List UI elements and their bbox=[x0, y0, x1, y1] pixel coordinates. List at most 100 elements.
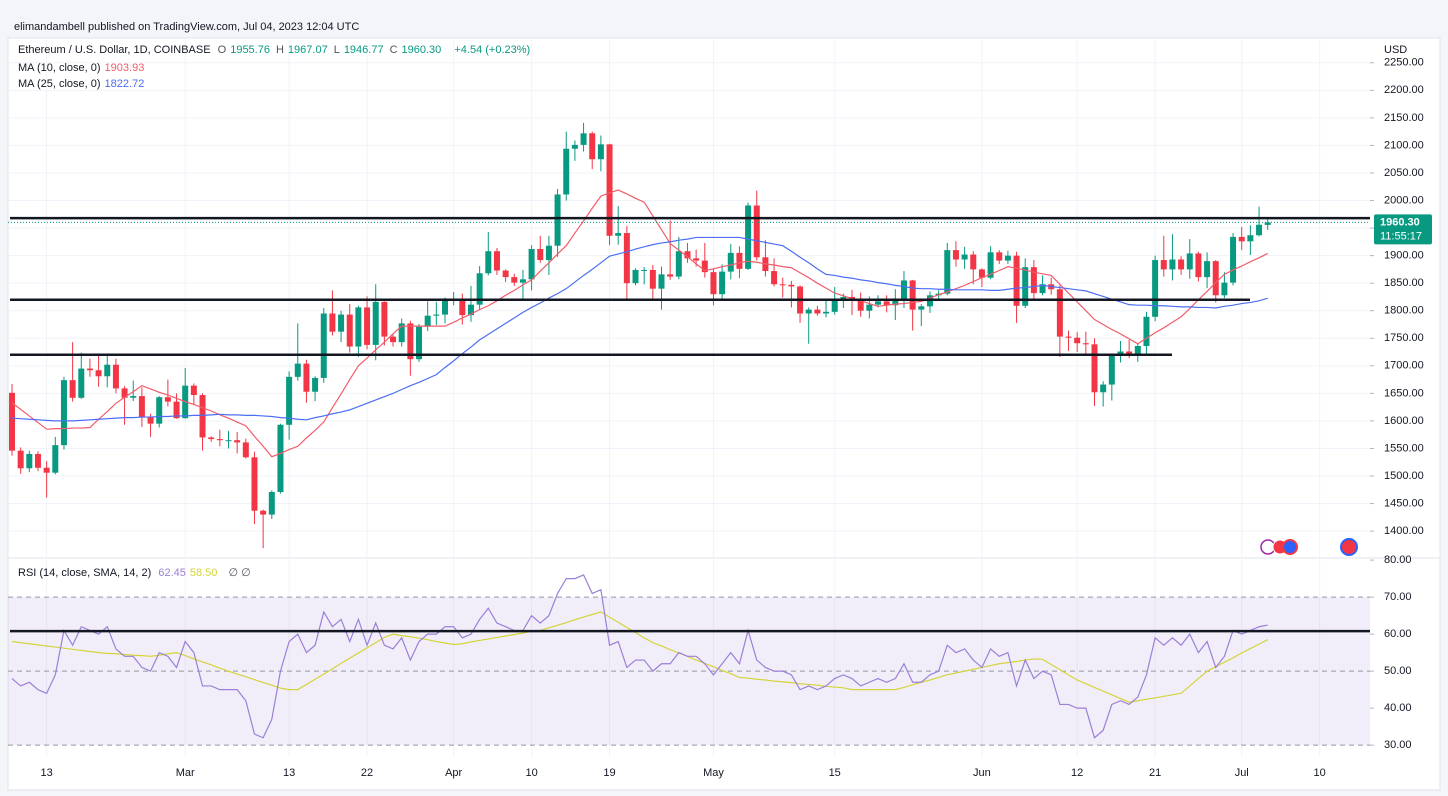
candle-body bbox=[918, 306, 925, 310]
event-icon[interactable] bbox=[1282, 539, 1298, 555]
ohlc-key: L bbox=[333, 44, 340, 56]
candle-body bbox=[442, 299, 448, 315]
candle-body bbox=[381, 301, 388, 337]
candle-body bbox=[1065, 336, 1072, 338]
candle-body bbox=[407, 323, 414, 360]
candle-body bbox=[234, 440, 241, 443]
candle-body bbox=[1160, 260, 1167, 270]
candle-body bbox=[788, 284, 795, 287]
y-tick-label: 2100.00 bbox=[1384, 139, 1424, 151]
candle-body bbox=[857, 299, 864, 311]
x-tick-label: 19 bbox=[603, 767, 615, 779]
candle-body bbox=[840, 296, 847, 300]
candle-body bbox=[485, 251, 492, 274]
x-tick-label: Apr bbox=[445, 767, 462, 779]
candle-body bbox=[1134, 345, 1141, 356]
event-icon[interactable] bbox=[1340, 538, 1358, 556]
candle-body bbox=[1091, 344, 1098, 393]
ohlc-value: 1955.76 bbox=[230, 44, 270, 56]
candle-body bbox=[580, 133, 587, 145]
rsi-value: 62.45 bbox=[158, 567, 186, 579]
ohlc-key: H bbox=[275, 44, 284, 56]
x-tick-label: Mar bbox=[176, 767, 195, 779]
candle-body bbox=[519, 279, 526, 283]
candle-body bbox=[892, 300, 899, 306]
y-tick-label: 2150.00 bbox=[1384, 112, 1424, 124]
candle-body bbox=[1126, 351, 1133, 356]
candle-body bbox=[156, 397, 163, 424]
candle-body bbox=[641, 269, 648, 271]
ohlc-values: O 1955.76 H 1967.07 L 1946.77 C 1960.30 bbox=[218, 44, 448, 56]
candle-body bbox=[961, 254, 968, 260]
series-line bbox=[11, 574, 1268, 739]
candle-body bbox=[303, 363, 310, 392]
candle-body bbox=[493, 251, 500, 271]
candle-body bbox=[883, 301, 890, 306]
candle-body bbox=[658, 274, 665, 289]
x-tick-label: 22 bbox=[361, 767, 373, 779]
candle-body bbox=[251, 457, 258, 511]
ma-value: 1822.72 bbox=[104, 78, 145, 90]
candle-body bbox=[320, 313, 327, 378]
candle-body bbox=[996, 252, 1003, 261]
candle-body bbox=[745, 205, 752, 269]
candle-body bbox=[17, 450, 24, 469]
candle-body bbox=[1082, 343, 1089, 345]
candle-body bbox=[173, 401, 180, 419]
ohlc-value: 1960.30 bbox=[401, 44, 442, 56]
candle-body bbox=[467, 304, 474, 316]
candle-body bbox=[1186, 253, 1193, 270]
candle-body bbox=[675, 251, 682, 277]
candle-body bbox=[95, 370, 102, 377]
candle-body bbox=[459, 298, 466, 316]
x-tick-label: 12 bbox=[1071, 767, 1083, 779]
y-tick-label: 1650.00 bbox=[1384, 387, 1424, 399]
candle-body bbox=[563, 148, 570, 195]
candle-body bbox=[52, 445, 59, 473]
series-line bbox=[11, 236, 1268, 422]
candle-body bbox=[260, 510, 267, 515]
candle-body bbox=[1143, 316, 1150, 346]
ma-value: 1903.93 bbox=[104, 62, 145, 74]
candle-body bbox=[190, 385, 197, 396]
candle-body bbox=[900, 280, 907, 301]
candle-body bbox=[736, 252, 743, 269]
candle-body bbox=[1022, 267, 1029, 306]
candle-body bbox=[597, 144, 604, 160]
y-tick-label: 1500.00 bbox=[1384, 470, 1424, 482]
symbol-title: Ethereum / U.S. Dollar, 1D, COINBASE bbox=[18, 44, 211, 56]
candle-body bbox=[632, 269, 639, 284]
candle-body bbox=[294, 363, 301, 377]
candle-body bbox=[952, 250, 959, 260]
y-tick-label: 1750.00 bbox=[1384, 332, 1424, 344]
candle-body bbox=[1056, 289, 1063, 337]
ma-legend-row: MA (25, close, 0) 1822.72 bbox=[18, 76, 148, 92]
candle-body bbox=[329, 313, 336, 332]
candle-body bbox=[390, 336, 397, 343]
ohlc-key: O bbox=[217, 44, 227, 56]
ma-name: MA (10, close, 0) bbox=[18, 62, 101, 74]
candle-body bbox=[1264, 222, 1271, 225]
y-tick-label: 40.00 bbox=[1384, 702, 1412, 714]
candle-body bbox=[1221, 282, 1228, 296]
y-tick-label: 1450.00 bbox=[1384, 497, 1424, 509]
y-tick-label: 2250.00 bbox=[1384, 57, 1424, 69]
x-tick-label: 21 bbox=[1149, 767, 1161, 779]
x-tick-label: May bbox=[703, 767, 724, 779]
candle-body bbox=[502, 270, 509, 278]
x-tick-label: 13 bbox=[283, 767, 295, 779]
y-tick-label: 50.00 bbox=[1384, 665, 1412, 677]
candle-body bbox=[208, 437, 215, 440]
rsi-extra: ∅ ∅ bbox=[228, 567, 251, 579]
candle-body bbox=[1178, 259, 1185, 270]
rsi-value: 58.50 bbox=[189, 567, 218, 579]
last-price-label: 1960.30 bbox=[1380, 216, 1420, 228]
y-tick-label: 1900.00 bbox=[1384, 250, 1424, 262]
candle-body bbox=[814, 309, 821, 314]
candle-body bbox=[433, 314, 440, 316]
candle-body bbox=[216, 439, 223, 441]
candle-body bbox=[69, 380, 76, 398]
candle-body bbox=[771, 271, 778, 285]
candle-body bbox=[1238, 236, 1245, 242]
